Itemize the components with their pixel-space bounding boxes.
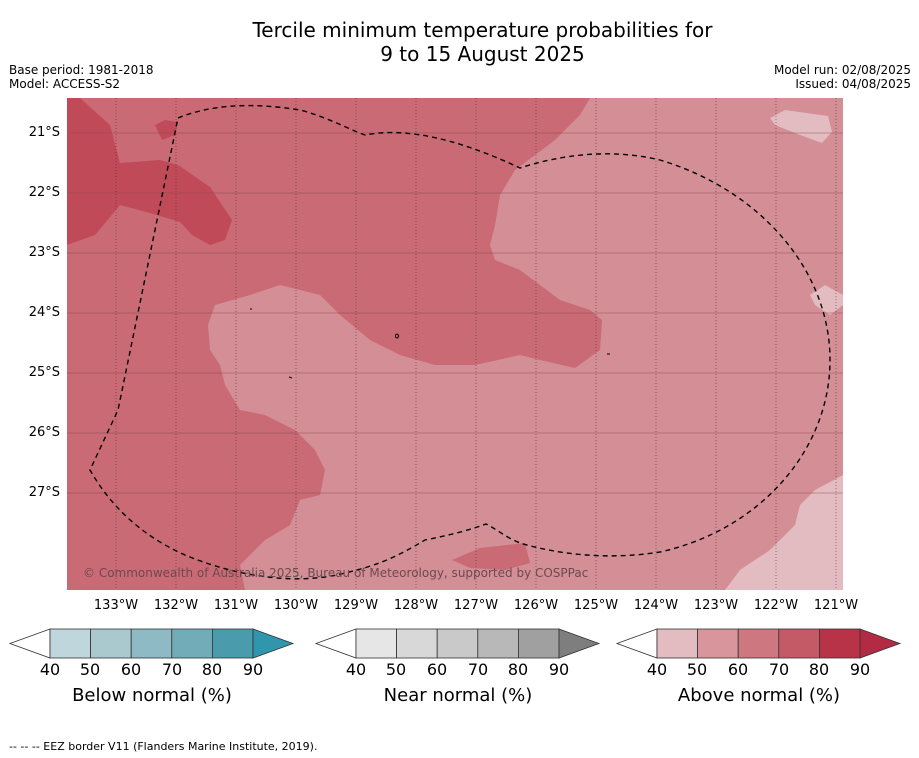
colorbar-arrow-high [859,628,902,659]
colorbar-arrow-high [558,628,601,659]
lon-label: 122°W [753,598,799,613]
colorbar-0 [8,628,295,659]
islands [250,308,610,379]
model-run: Model run: 02/08/2025 [773,63,911,77]
colorbar-tick: 40 [646,660,668,679]
lon-label: 130°W [273,598,319,613]
latitude-gridlines [67,132,843,494]
region-above-40-50-ne [770,110,832,143]
colorbar-segment [436,628,479,659]
colorbar-tick: 60 [426,660,448,679]
lon-label: 123°W [693,598,739,613]
copyright-notice: © Commonwealth of Australia 2025, Bureau… [83,566,589,580]
title-line-1: Tercile minimum temperature probabilitie… [252,18,713,42]
colorbar-arrow-high [252,628,295,659]
colorbar-segment [49,628,91,659]
lon-label: 132°W [153,598,199,613]
longitude-gridlines [115,98,837,590]
colorbar-segment [697,628,739,659]
colorbar-arrow-low [615,628,658,659]
colorbar-segment [518,628,560,659]
lon-label: 125°W [573,598,619,613]
colorbar-tick: 50 [79,660,101,679]
lon-label: 127°W [453,598,499,613]
region-above-50-60 [208,98,843,590]
lon-label: 121°W [813,598,859,613]
colorbar-tick: 40 [345,660,367,679]
lat-label: 23°S [28,245,60,260]
colorbar-segment [355,628,397,659]
base-period: Base period: 1981-2018 [9,63,154,77]
colorbars [8,628,902,659]
colorbar-tick: 90 [548,660,570,679]
colorbar-tick: 80 [808,660,830,679]
region-above-70-80-small [155,120,178,140]
colorbar-segment [130,628,173,659]
meta-left: Base period: 1981-2018 Model: ACCESS-S2 [9,63,154,91]
colorbar-arrow-low [314,628,357,659]
colorbar-tick: 50 [385,660,407,679]
colorbar-segment [90,628,132,659]
lat-label: 22°S [28,185,60,200]
colorbar-tick: 70 [768,660,790,679]
colorbar-1 [314,628,601,659]
lon-label: 133°W [93,598,139,613]
title-line-2: 9 to 15 August 2025 [380,42,585,66]
colorbar-tick: 80 [507,660,529,679]
region-above-60-70-south [452,543,530,570]
meta-right: Model run: 02/08/2025 Issued: 04/08/2025 [774,63,911,91]
region-above-40-50-e [810,285,843,315]
map-title: Tercile minimum temperature probabilitie… [0,18,919,66]
colorbar-tick: 90 [849,660,871,679]
colorbar-segment [171,628,213,659]
colorbar-tick: 90 [242,660,264,679]
colorbar-segment [656,628,698,659]
lon-label: 124°W [633,598,679,613]
colorbar-2 [615,628,902,659]
lat-label: 26°S [28,425,60,440]
lat-label: 25°S [28,365,60,380]
eez-footnote: -- -- -- EEZ border V11 (Flanders Marine… [9,740,318,753]
colorbar-segment [477,628,519,659]
colorbar-segment [819,628,861,659]
colorbar-segment [737,628,780,659]
colorbar-segment [778,628,820,659]
colorbar-segment [396,628,438,659]
colorbar-tick: 70 [467,660,489,679]
model-name: Model: ACCESS-S2 [9,77,121,91]
issued-date: Issued: 04/08/2025 [795,77,911,91]
colorbar-title-near: Near normal (%) [383,685,533,706]
colorbar-tick: 80 [201,660,223,679]
region-above-70-80 [67,98,232,245]
colorbar-title-above: Above normal (%) [677,685,841,706]
colorbar-tick: 40 [39,660,61,679]
colorbar-title-below: Below normal (%) [72,685,232,706]
lat-label: 27°S [28,485,60,500]
lon-label: 129°W [333,598,379,613]
colorbar-tick: 60 [727,660,749,679]
lat-label: 24°S [28,305,60,320]
lat-label: 21°S [28,125,60,140]
region-above-40-50-se [725,475,843,590]
lon-label: 131°W [213,598,259,613]
colorbar-tick: 70 [161,660,183,679]
colorbar-segment [211,628,254,659]
colorbar-arrow-low [8,628,51,659]
colorbar-tick: 50 [686,660,708,679]
lon-label: 126°W [513,598,559,613]
lon-label: 128°W [393,598,439,613]
colorbar-tick: 60 [120,660,142,679]
